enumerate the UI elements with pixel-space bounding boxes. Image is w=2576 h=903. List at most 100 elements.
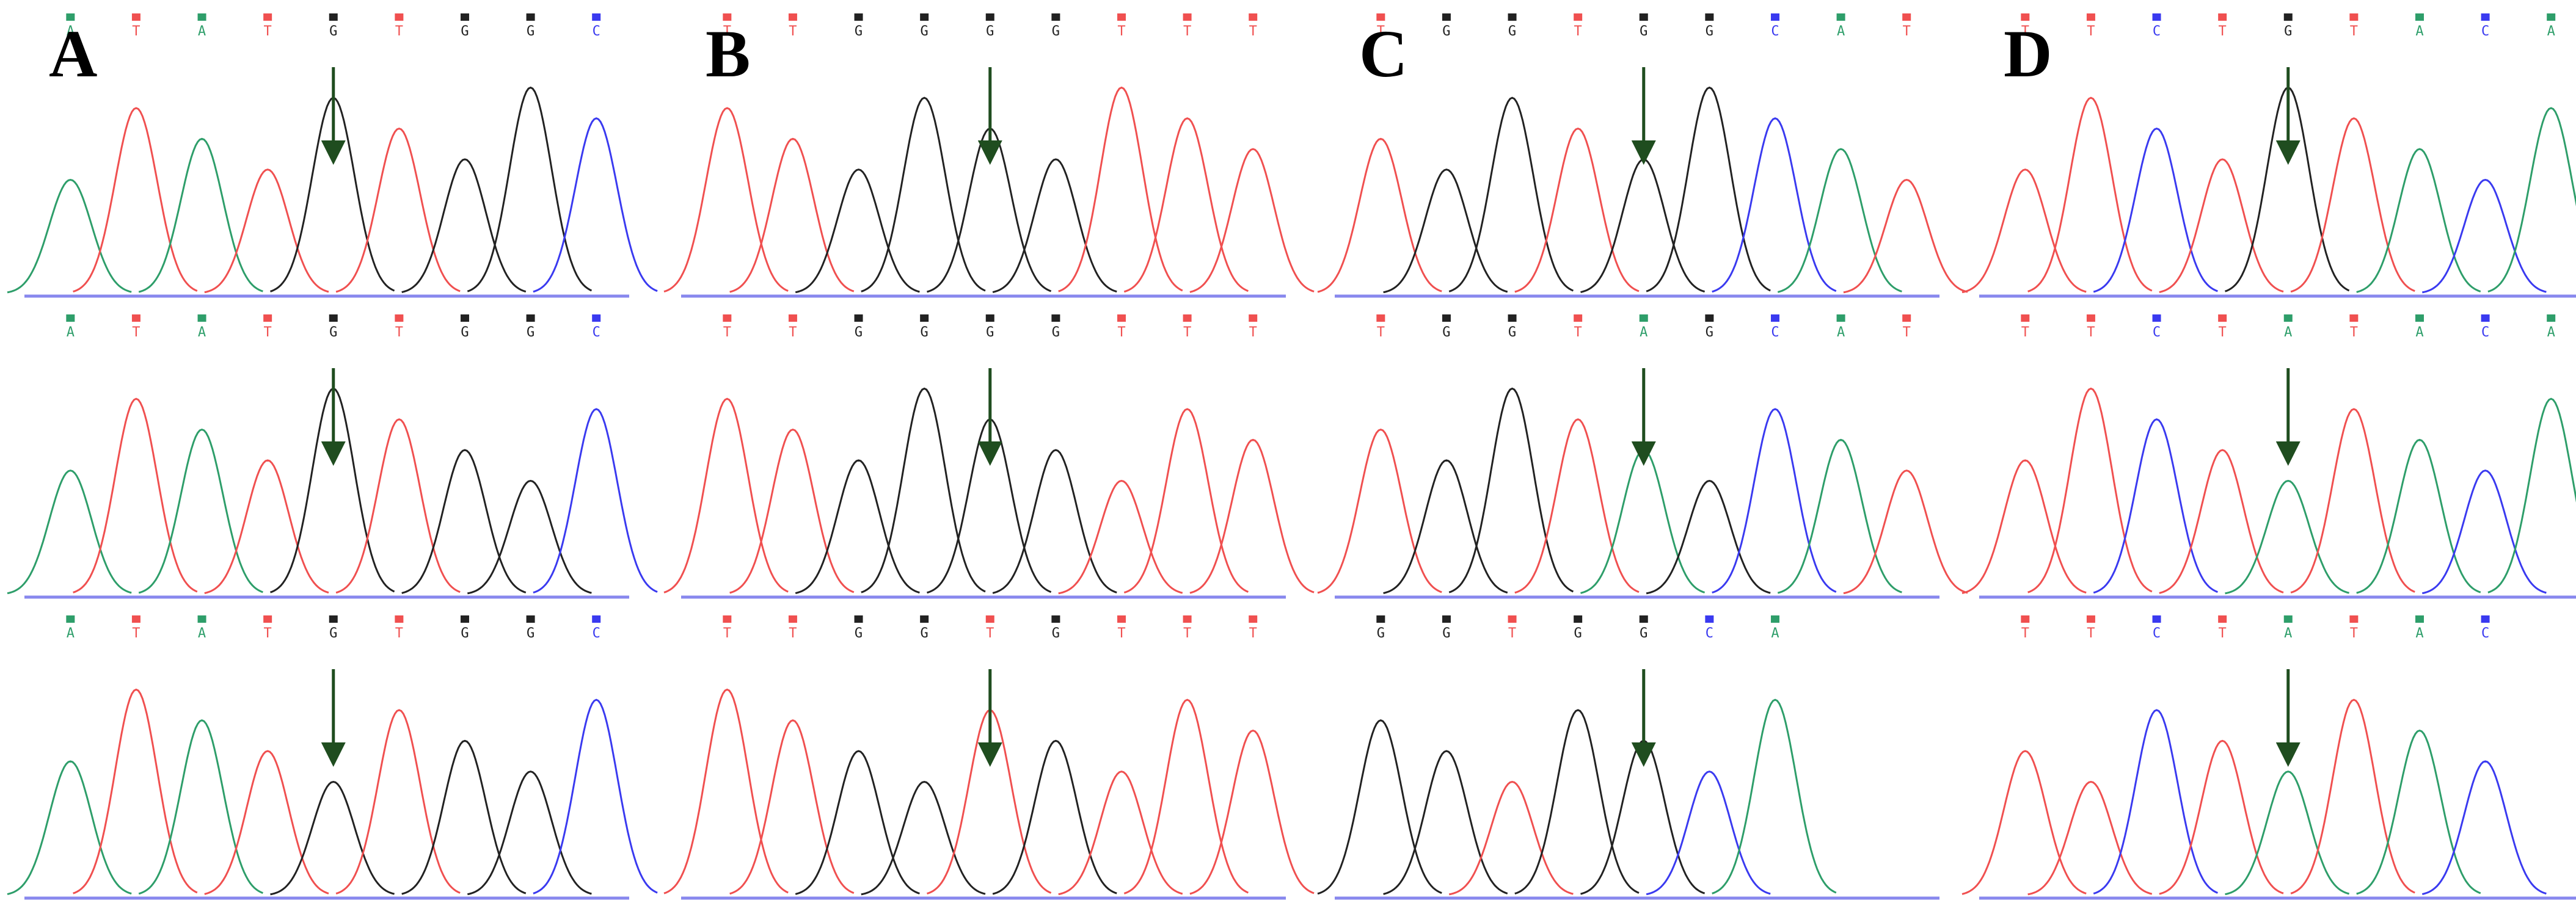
base-call: T: [1183, 626, 1191, 641]
trace-peak: [467, 86, 593, 292]
base-marker: [1574, 13, 1583, 21]
base-marker: [2152, 314, 2161, 322]
base-marker: [1639, 615, 1648, 623]
base-marker: [788, 13, 797, 21]
base-marker: [920, 615, 929, 623]
trace-peak: [2093, 127, 2218, 293]
base-marker: [985, 615, 994, 623]
base-marker: [526, 13, 535, 21]
base-marker: [854, 13, 863, 21]
base-marker: [2349, 13, 2359, 21]
base-call: T: [1377, 325, 1385, 340]
base-marker: [1376, 13, 1385, 21]
base-marker: [592, 13, 601, 21]
trace-peak: [1189, 438, 1315, 594]
base-marker: [1442, 13, 1451, 21]
base-marker: [197, 314, 206, 322]
base-marker: [395, 13, 404, 21]
base-call: T: [1574, 24, 1582, 39]
base-marker: [592, 314, 601, 322]
base-marker: [2547, 314, 2556, 322]
base-call: T: [1574, 325, 1582, 340]
base-call: A: [1837, 24, 1845, 39]
trace-peak: [1961, 750, 2087, 895]
trace-peak: [1189, 729, 1315, 895]
base-marker: [788, 615, 797, 623]
base-call: C: [2153, 325, 2161, 340]
trace-peak: [1317, 428, 1442, 594]
trace-peak: [861, 780, 986, 896]
panel: T T C T G T A C A T T C T A T A C A T T C T A T A C D: [1961, 13, 2576, 900]
trace-peak: [73, 688, 198, 894]
base-marker: [197, 615, 206, 623]
trace-peak: [1514, 127, 1640, 293]
base-call: T: [264, 24, 272, 39]
trace-peak: [1448, 387, 1574, 593]
panel-label: D: [2004, 16, 2052, 91]
panel: A T A T G T G G CA T A T G T G G CA T A T G T G G CA: [7, 13, 658, 900]
base-marker: [2481, 314, 2490, 322]
trace-peak: [861, 96, 986, 292]
base-call: T: [1249, 626, 1257, 641]
base-call: G: [986, 24, 994, 39]
trace-peak: [270, 780, 395, 896]
base-marker: [131, 13, 140, 21]
base-marker: [854, 314, 863, 322]
trace-peak: [1712, 117, 1837, 293]
trace-peak: [1058, 86, 1183, 292]
base-marker: [131, 615, 140, 623]
trace-peak: [1843, 470, 1968, 595]
trace-peak: [2225, 479, 2349, 595]
base-marker: [526, 615, 535, 623]
base-marker: [1117, 13, 1126, 21]
base-call: T: [1117, 626, 1125, 641]
base-call: T: [2350, 325, 2358, 340]
trace-peak: [2356, 148, 2481, 293]
trace-peak: [729, 137, 855, 293]
base-marker: [1442, 615, 1451, 623]
base-call: G: [1640, 24, 1647, 39]
base-call: A: [67, 626, 75, 641]
trace-peak: [1383, 169, 1508, 294]
base-call: T: [1903, 325, 1911, 340]
base-marker: [2283, 615, 2293, 623]
trace-peak: [138, 137, 263, 293]
base-marker: [1705, 314, 1714, 322]
trace-peak: [2027, 96, 2153, 292]
base-marker: [1770, 314, 1779, 322]
base-marker: [2021, 13, 2030, 21]
trace-peak: [1580, 449, 1706, 594]
trace-peak: [467, 479, 592, 595]
trace-peak: [927, 127, 1052, 293]
trace-peak: [7, 760, 132, 896]
base-call: G: [986, 325, 994, 340]
base-call: C: [2481, 325, 2489, 340]
trace-peak: [1448, 780, 1574, 896]
base-call: A: [1837, 325, 1845, 340]
base-call: G: [1640, 626, 1647, 641]
base-call: A: [1771, 626, 1779, 641]
base-marker: [1183, 615, 1192, 623]
base-marker: [2481, 615, 2490, 623]
base-marker: [1770, 615, 1779, 623]
base-call: G: [921, 626, 929, 641]
trace-peak: [795, 750, 920, 895]
base-call: T: [2219, 626, 2227, 641]
trace-peak: [1383, 459, 1508, 595]
trace-peak: [1646, 479, 1771, 595]
trace-peak: [335, 127, 461, 293]
base-marker: [1376, 615, 1385, 623]
trace-peak: [2356, 729, 2481, 895]
base-call: G: [921, 24, 929, 39]
base-call: T: [789, 325, 797, 340]
base-marker: [2415, 314, 2424, 322]
trace-peak: [401, 449, 527, 594]
base-marker: [460, 615, 469, 623]
trace-peak: [1123, 117, 1249, 293]
base-call: G: [329, 626, 337, 641]
base-call: T: [986, 626, 994, 641]
trace-peak: [204, 750, 329, 895]
base-marker: [1574, 615, 1583, 623]
base-call: C: [2153, 24, 2161, 39]
base-marker: [1639, 314, 1648, 322]
